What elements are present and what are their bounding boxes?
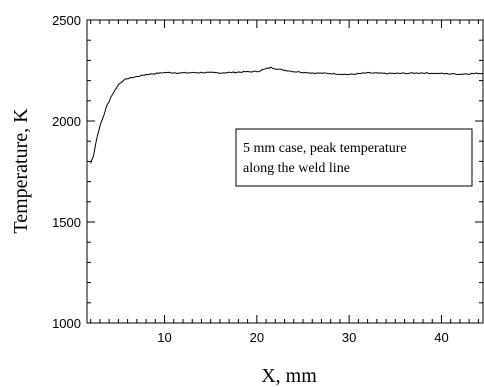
annotation-line-2: along the weld line: [243, 161, 350, 176]
y-tick-label: 2500: [52, 13, 81, 28]
series-line: [90, 66, 484, 164]
x-tick-label: 10: [157, 330, 171, 345]
x-axis-title: X, mm: [261, 365, 317, 387]
x-tick-label: 20: [250, 330, 264, 345]
annotation-box: [235, 128, 473, 187]
tick-labels: 10 20 30 40 1000 1500 2000 2500: [52, 13, 449, 345]
annotation-line-1: 5 mm case, peak temperature: [243, 141, 407, 156]
y-tick-label: 1500: [52, 215, 81, 230]
major-ticks: [87, 19, 483, 324]
y-tick-label: 2000: [52, 114, 81, 129]
minor-ticks: [87, 20, 483, 323]
x-tick-label: 40: [434, 330, 448, 345]
x-tick-label: 30: [342, 330, 356, 345]
y-tick-label: 1000: [52, 316, 81, 331]
y-axis-title: Temperature, K: [10, 108, 32, 234]
